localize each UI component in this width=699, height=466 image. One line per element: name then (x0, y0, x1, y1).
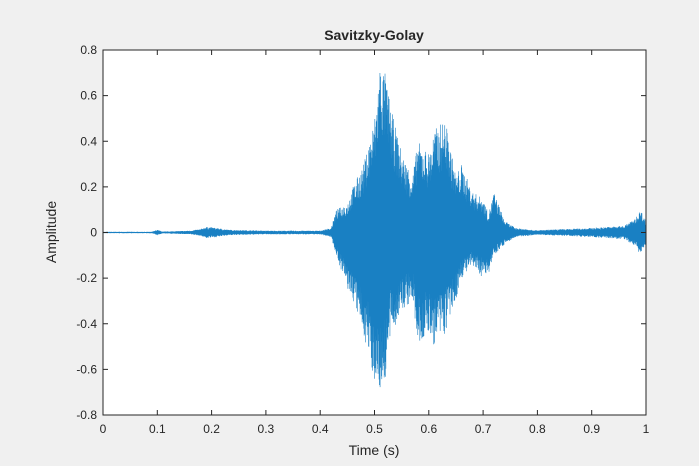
x-tick-label: 0.9 (583, 422, 600, 436)
x-tick-label: 0.3 (258, 422, 275, 436)
y-tick-label: 0 (90, 226, 97, 240)
chart-title: Savitzky-Golay (324, 27, 424, 43)
x-tick-label: 0.8 (529, 422, 546, 436)
x-tick-label: 0.7 (475, 422, 492, 436)
x-axis-ticks: 0 0.1 0.2 0.3 0.4 0.5 0.6 0.7 0.8 0.9 1 (100, 50, 650, 436)
x-tick-label: 0.5 (366, 422, 383, 436)
y-axis-label: Amplitude (43, 201, 59, 263)
x-tick-label: 0.2 (203, 422, 220, 436)
x-tick-label: 0 (100, 422, 107, 436)
y-tick-label: 0.6 (80, 89, 97, 103)
y-tick-label: -0.2 (76, 271, 97, 285)
y-tick-label: 0.8 (80, 43, 97, 57)
signal-layer (102, 73, 647, 388)
y-tick-label: 0.4 (80, 134, 97, 148)
x-tick-label: 0.4 (312, 422, 329, 436)
y-tick-label: 0.2 (80, 180, 97, 194)
x-tick-label: 0.6 (420, 422, 437, 436)
y-axis-ticks: -0.8 -0.6 -0.4 -0.2 0 0.2 0.4 0.6 0.8 (76, 43, 646, 422)
y-tick-label: -0.8 (76, 408, 97, 422)
y-tick-label: -0.6 (76, 362, 97, 376)
signal-series-line (102, 73, 647, 388)
x-tick-label: 1 (643, 422, 650, 436)
y-tick-label: -0.4 (76, 317, 97, 331)
x-tick-label: 0.1 (149, 422, 166, 436)
x-axis-label: Time (s) (349, 442, 400, 458)
